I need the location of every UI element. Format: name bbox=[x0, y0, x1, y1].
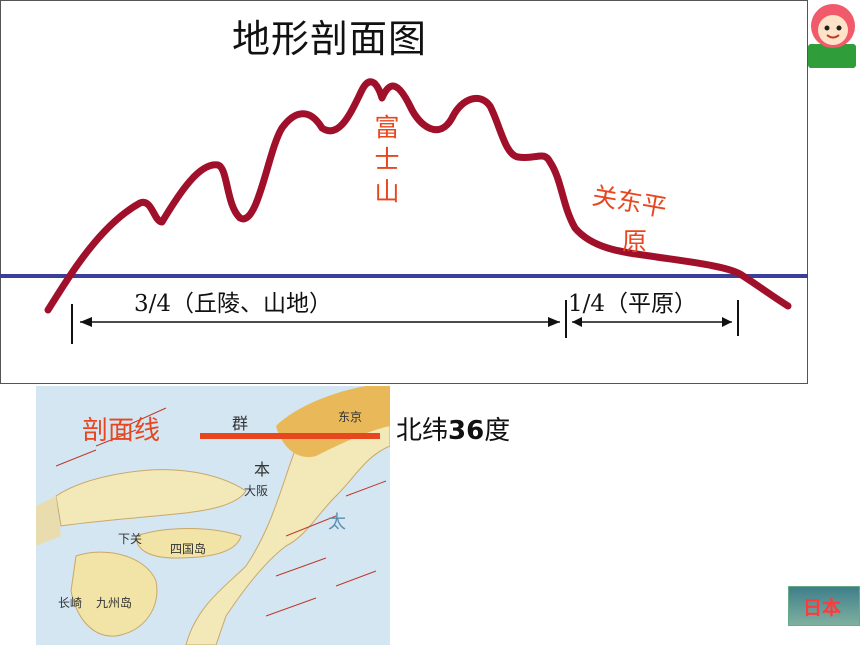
japan-map-button[interactable]: 日本 bbox=[788, 586, 860, 626]
map-graphic bbox=[36, 386, 390, 645]
latitude-prefix: 北纬 bbox=[396, 416, 449, 446]
latitude-suffix: 度 bbox=[484, 416, 511, 446]
map-label-osaka: 大阪 bbox=[244, 484, 269, 498]
cartoon-avatar-icon bbox=[808, 4, 856, 68]
kanto-plain-label-2: 原 bbox=[622, 227, 648, 256]
map-label-kyushu: 九州岛 bbox=[96, 596, 133, 610]
latitude-value: 36 bbox=[448, 416, 485, 446]
terrain-profile-line bbox=[44, 78, 792, 314]
map-label-pacific: 太 bbox=[328, 512, 346, 533]
map-label-gunma: 群 bbox=[232, 414, 249, 433]
map-label-tokyo: 东京 bbox=[338, 410, 363, 424]
hills-proportion-label: 3/4（丘陵、山地） bbox=[134, 291, 333, 317]
map-label-nagasaki: 长崎 bbox=[58, 596, 83, 610]
map-label-shimonoseki: 下关 bbox=[118, 532, 143, 546]
plain-proportion-label: 1/4（平原） bbox=[568, 291, 698, 317]
japan-map: 群 东京 本 大阪 四国岛 九州岛 长崎 下关 太 bbox=[36, 386, 390, 645]
map-label-honshu: 本 bbox=[254, 460, 271, 479]
diagram-title: 地形剖面图 bbox=[232, 17, 428, 61]
section-line-label: 剖面线 bbox=[82, 416, 161, 446]
japan-button-label: 日本 bbox=[803, 597, 842, 619]
latitude-label: 北纬36度 bbox=[396, 410, 510, 447]
profile-panel bbox=[0, 0, 808, 384]
map-label-shikoku: 四国岛 bbox=[170, 542, 207, 556]
mount-fuji-label: 富士山 bbox=[374, 113, 400, 206]
